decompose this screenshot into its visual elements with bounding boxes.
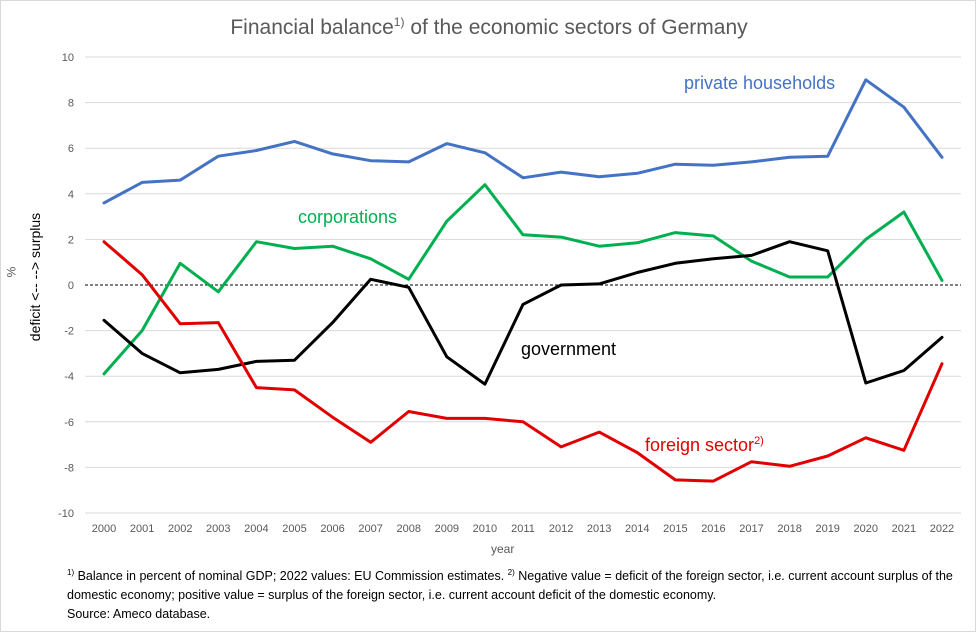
y-tick-label: -6: [64, 417, 74, 429]
x-tick-label: 2005: [282, 523, 306, 535]
x-tick-label: 2015: [663, 523, 687, 535]
x-tick-label: 2001: [130, 523, 154, 535]
x-tick-label: 2007: [358, 523, 382, 535]
series-line-government: [102, 240, 944, 386]
label-foreign-sector: foreign sector2): [645, 435, 764, 455]
x-tick-label: 2000: [92, 523, 116, 535]
y-tick-label: -2: [64, 326, 74, 338]
x-tick-label: 2012: [549, 523, 573, 535]
x-tick-label: 2006: [320, 523, 344, 535]
x-tick-label: 2010: [473, 523, 497, 535]
y-tick-label: 8: [68, 98, 74, 110]
y-tick-label: 6: [68, 143, 74, 155]
x-tick-label: 2021: [892, 523, 916, 535]
line-chart: -10 -8 -6 -4 -2 0 2 4 6 8 10 2000 2001 2002 2003 2004 20…: [58, 52, 961, 535]
y-tick-label: -10: [58, 508, 74, 520]
label-government: government: [521, 339, 617, 359]
y-axis-unit: %: [4, 266, 19, 278]
series-line-corporations: [102, 183, 944, 376]
x-tick-label: 2016: [701, 523, 725, 535]
x-tick-label: 2003: [206, 523, 230, 535]
x-tick-label: 2017: [739, 523, 763, 535]
y-tick-label: -4: [64, 371, 74, 383]
chart-title: Financial balance1) of the economic sect…: [230, 15, 748, 39]
x-tick-label: 2013: [587, 523, 611, 535]
x-axis-title: year: [491, 542, 515, 556]
x-tick-label: 2020: [854, 523, 878, 535]
y-tick-label: -8: [64, 462, 74, 474]
series-line-private-households: [102, 78, 944, 205]
label-corporations: corporations: [298, 207, 398, 227]
x-tick-label: 2011: [511, 523, 535, 535]
x-tick-label: 2014: [625, 523, 649, 535]
x-tick-label: 2022: [930, 523, 954, 535]
y-tick-label: 10: [62, 52, 74, 64]
x-tick-label: 2018: [777, 523, 801, 535]
x-tick-label: 2008: [396, 523, 420, 535]
label-private-households: private households: [684, 73, 836, 93]
y-tick-label: 0: [68, 280, 74, 292]
x-tick-label: 2009: [435, 523, 459, 535]
x-tick-label: 2019: [815, 523, 839, 535]
y-tick-label: 2: [68, 234, 74, 246]
series-line-foreign-sector: [102, 240, 944, 483]
source-note: Source: Ameco database.: [67, 607, 211, 622]
y-axis-title: deficit <-- --> surplus: [27, 212, 43, 342]
x-tick-label: 2004: [244, 523, 268, 535]
y-tick-label: 4: [68, 189, 74, 201]
footnote: 1) Balance in percent of nominal GDP; 20…: [67, 568, 953, 622]
x-tick-label: 2002: [168, 523, 192, 535]
